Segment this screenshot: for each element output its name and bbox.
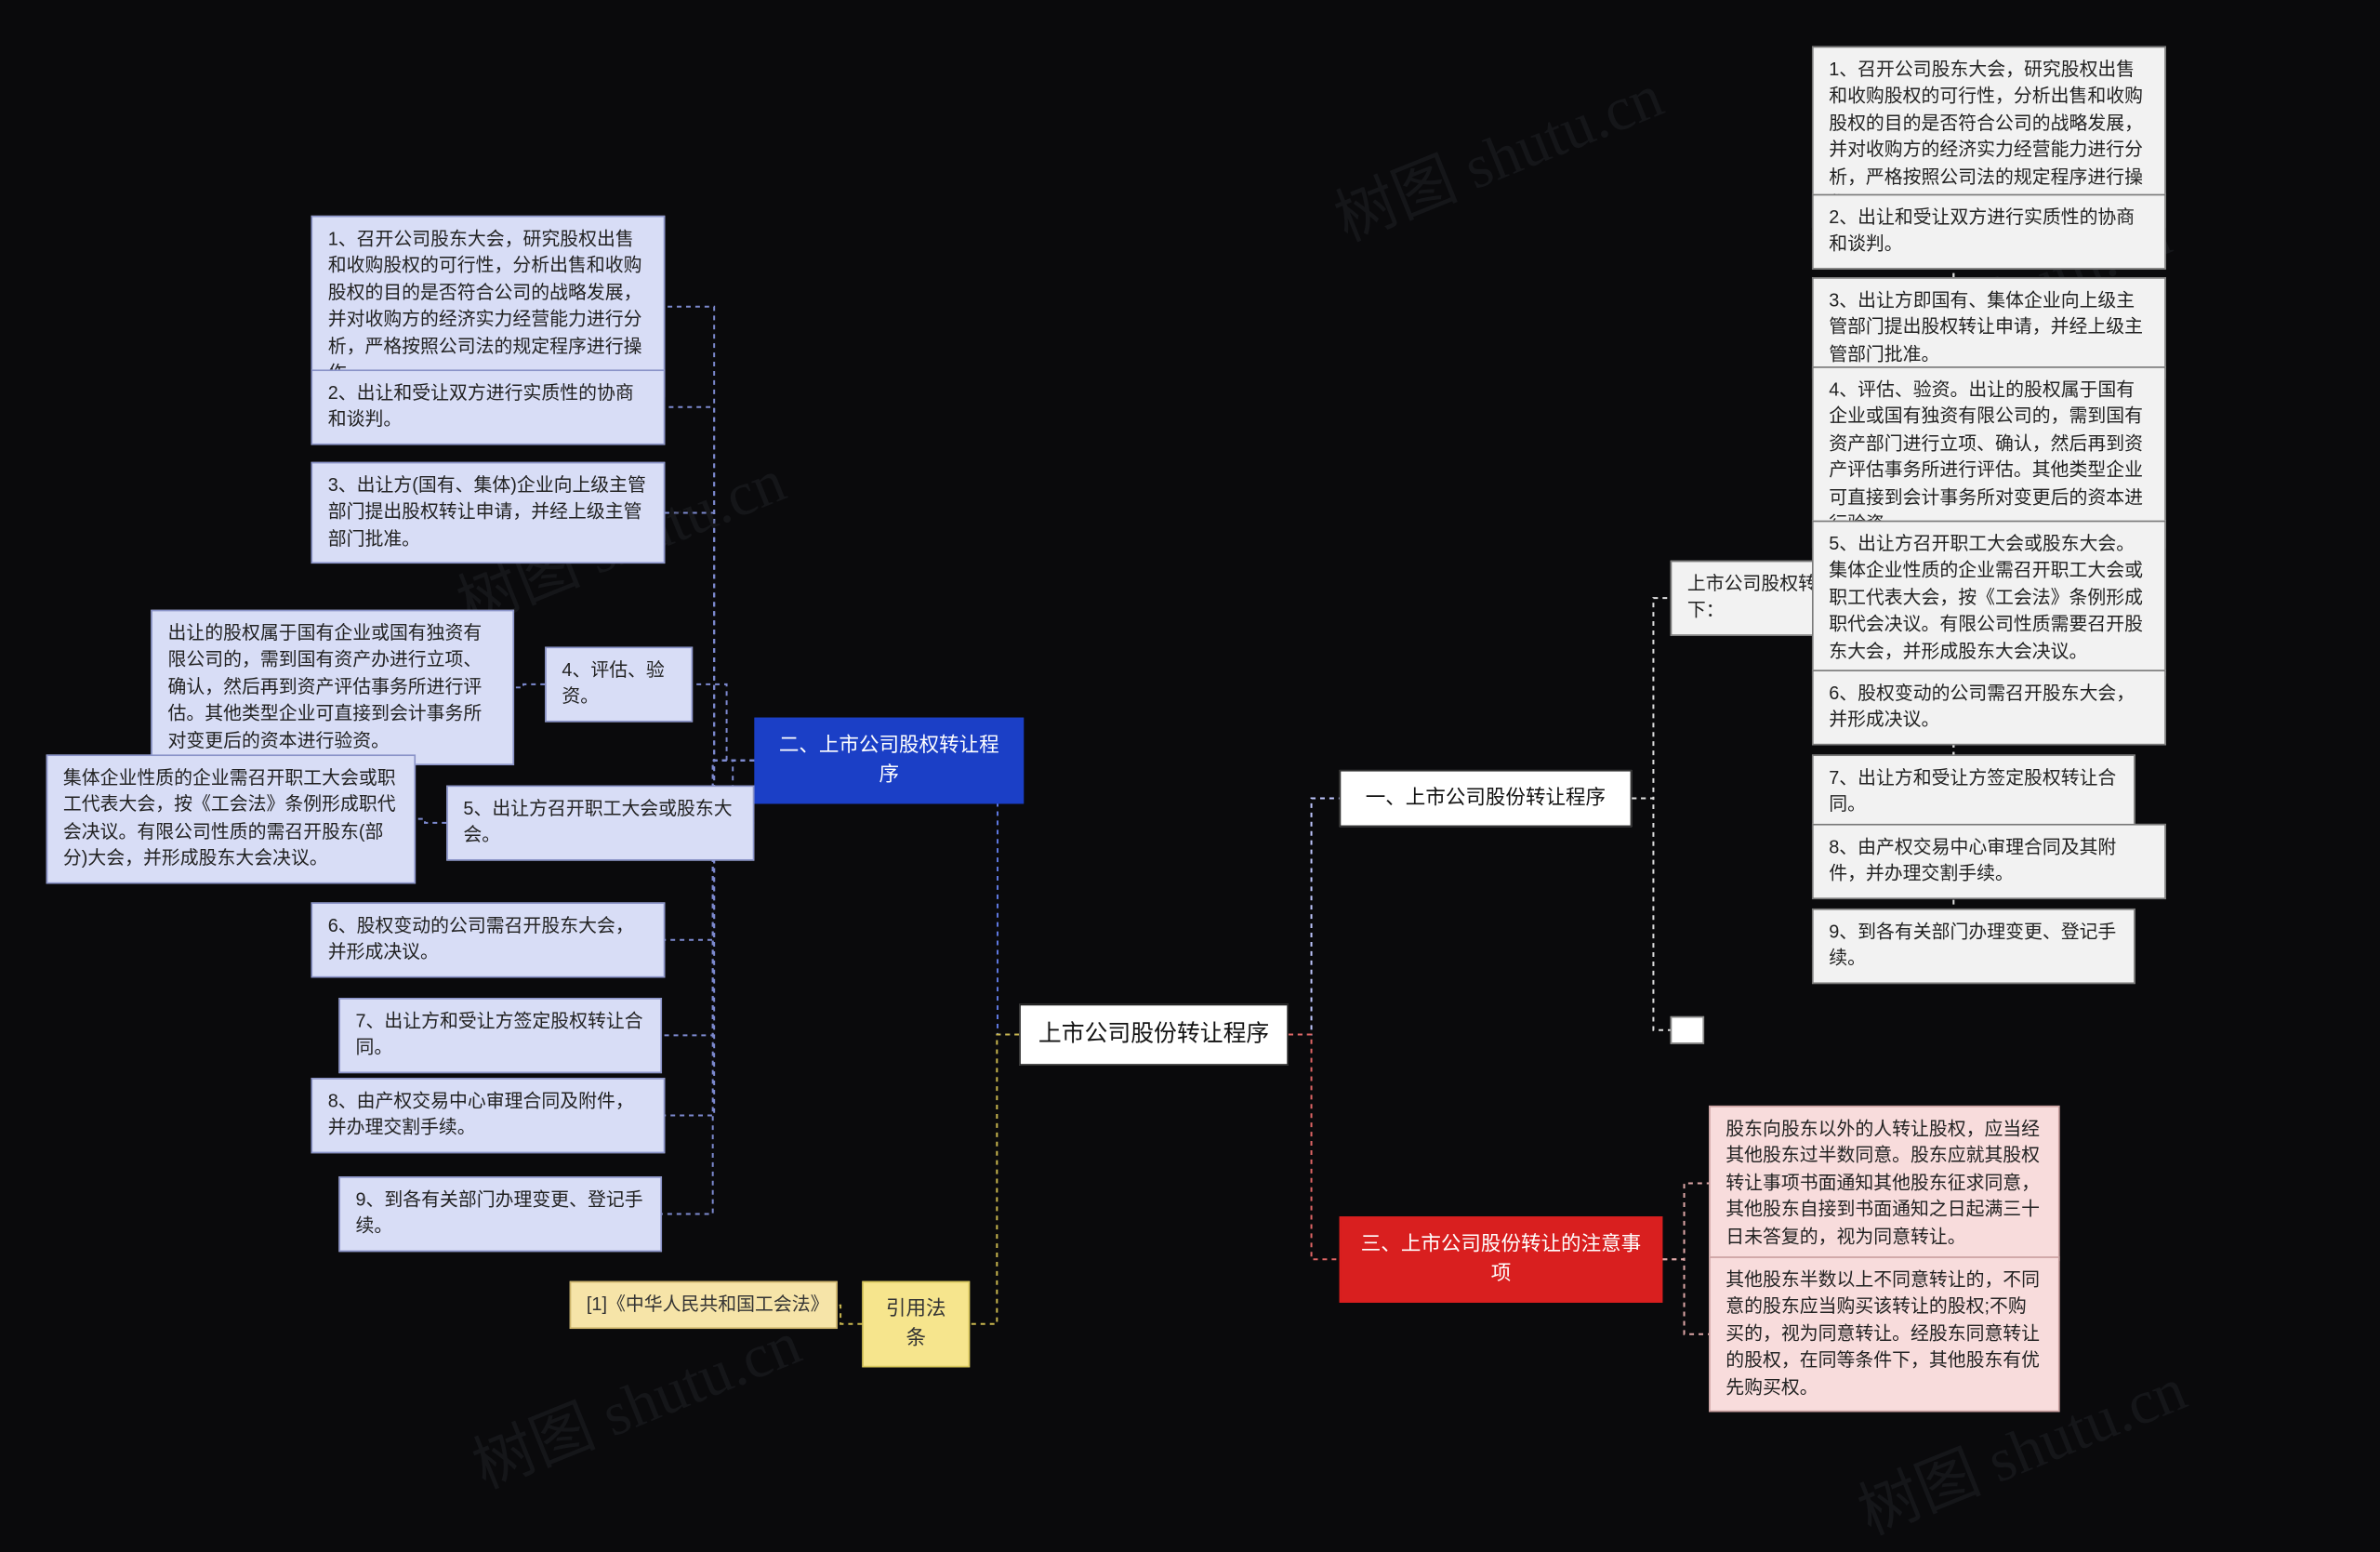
connector bbox=[693, 684, 754, 761]
connector bbox=[416, 819, 446, 823]
mindmap-node[interactable]: 一、上市公司股份转让程序 bbox=[1340, 770, 1633, 827]
connector bbox=[970, 1035, 1019, 1324]
mindmap-node[interactable]: 5、出让方召开职工大会或股东大会。集体企业性质的企业需召开职工大会或职工代表大会… bbox=[1812, 521, 2166, 676]
mindmap-node[interactable]: 4、评估、验资。 bbox=[545, 646, 693, 722]
watermark: 树图 shutu.cn bbox=[1320, 46, 1674, 259]
connector bbox=[1662, 1184, 1709, 1260]
mindmap-node[interactable]: 2、出让和受让双方进行实质性的协商和谈判。 bbox=[311, 369, 665, 444]
mindmap-node[interactable]: 7、出让方和受让方签定股权转让合同。 bbox=[338, 998, 662, 1073]
mindmap-node[interactable] bbox=[1671, 1016, 1704, 1044]
mindmap-node[interactable]: 7、出让方和受让方签定股权转让合同。 bbox=[1812, 754, 2135, 829]
mindmap-node[interactable]: 9、到各有关部门办理变更、登记手续。 bbox=[338, 1176, 662, 1252]
mindmap-node[interactable]: 其他股东半数以上不同意转让的，不同意的股东应当购买该转让的股权;不购买的，视为同… bbox=[1709, 1256, 2060, 1412]
mindmap-node[interactable]: 8、由产权交易中心审理合同及附件，并办理交割手续。 bbox=[311, 1078, 665, 1153]
mindmap-node[interactable]: 5、出让方召开职工大会或股东大会。 bbox=[446, 786, 754, 861]
mindmap-node[interactable]: 二、上市公司股权转让程序 bbox=[754, 718, 1024, 803]
mindmap-node[interactable]: 3、出让方即国有、集体企业向上级主管部门提出股权转让申请，并经上级主管部门批准。 bbox=[1812, 277, 2166, 379]
mindmap-node[interactable]: 股东向股东以外的人转让股权，应当经其他股东过半数同意。股东应就其股权转让事项书面… bbox=[1709, 1106, 2060, 1261]
mindmap-node[interactable]: 出让的股权属于国有企业或国有独资有限公司的，需到国有资产办进行立项、确认，然后再… bbox=[151, 610, 514, 765]
connector bbox=[1289, 1035, 1340, 1260]
connector bbox=[1632, 598, 1670, 798]
connector bbox=[1289, 798, 1340, 1034]
mindmap-node[interactable]: 引用法条 bbox=[862, 1281, 970, 1367]
connector bbox=[514, 684, 545, 687]
connector bbox=[838, 1306, 862, 1324]
mindmap-node[interactable]: 集体企业性质的企业需召开职工大会或职工代表大会，按《工会法》条例形成职代会决议。… bbox=[46, 754, 416, 882]
mindmap-node[interactable]: [1]《中华人民共和国工会法》 bbox=[570, 1281, 838, 1330]
mindmap-node[interactable]: 9、到各有关部门办理变更、登记手续。 bbox=[1812, 909, 2135, 984]
mindmap-node[interactable]: 三、上市公司股份转让的注意事项 bbox=[1340, 1216, 1663, 1302]
connector bbox=[1662, 1259, 1709, 1334]
mindmap-node[interactable]: 8、由产权交易中心审理合同及其附件，并办理交割手续。 bbox=[1812, 824, 2166, 899]
mindmap-node[interactable]: 3、出让方(国有、集体)企业向上级主管部门提出股权转让申请，并经上级主管部门批准… bbox=[311, 462, 665, 564]
connector bbox=[1632, 798, 1670, 1029]
mindmap-node[interactable]: 6、股权变动的公司需召开股东大会，并形成决议。 bbox=[1812, 670, 2166, 745]
mindmap-node[interactable]: 6、股权变动的公司需召开股东大会，并形成决议。 bbox=[311, 902, 665, 977]
mindmap-node-root[interactable]: 上市公司股份转让程序 bbox=[1019, 1004, 1289, 1066]
mindmap-node[interactable]: 2、出让和受让双方进行实质性的协商和谈判。 bbox=[1812, 194, 2166, 270]
connector bbox=[665, 513, 754, 761]
mindmap-stage: 树图 shutu.cn树图 shutu.cn树图 shutu.cn树图 shut… bbox=[0, 0, 2380, 1456]
